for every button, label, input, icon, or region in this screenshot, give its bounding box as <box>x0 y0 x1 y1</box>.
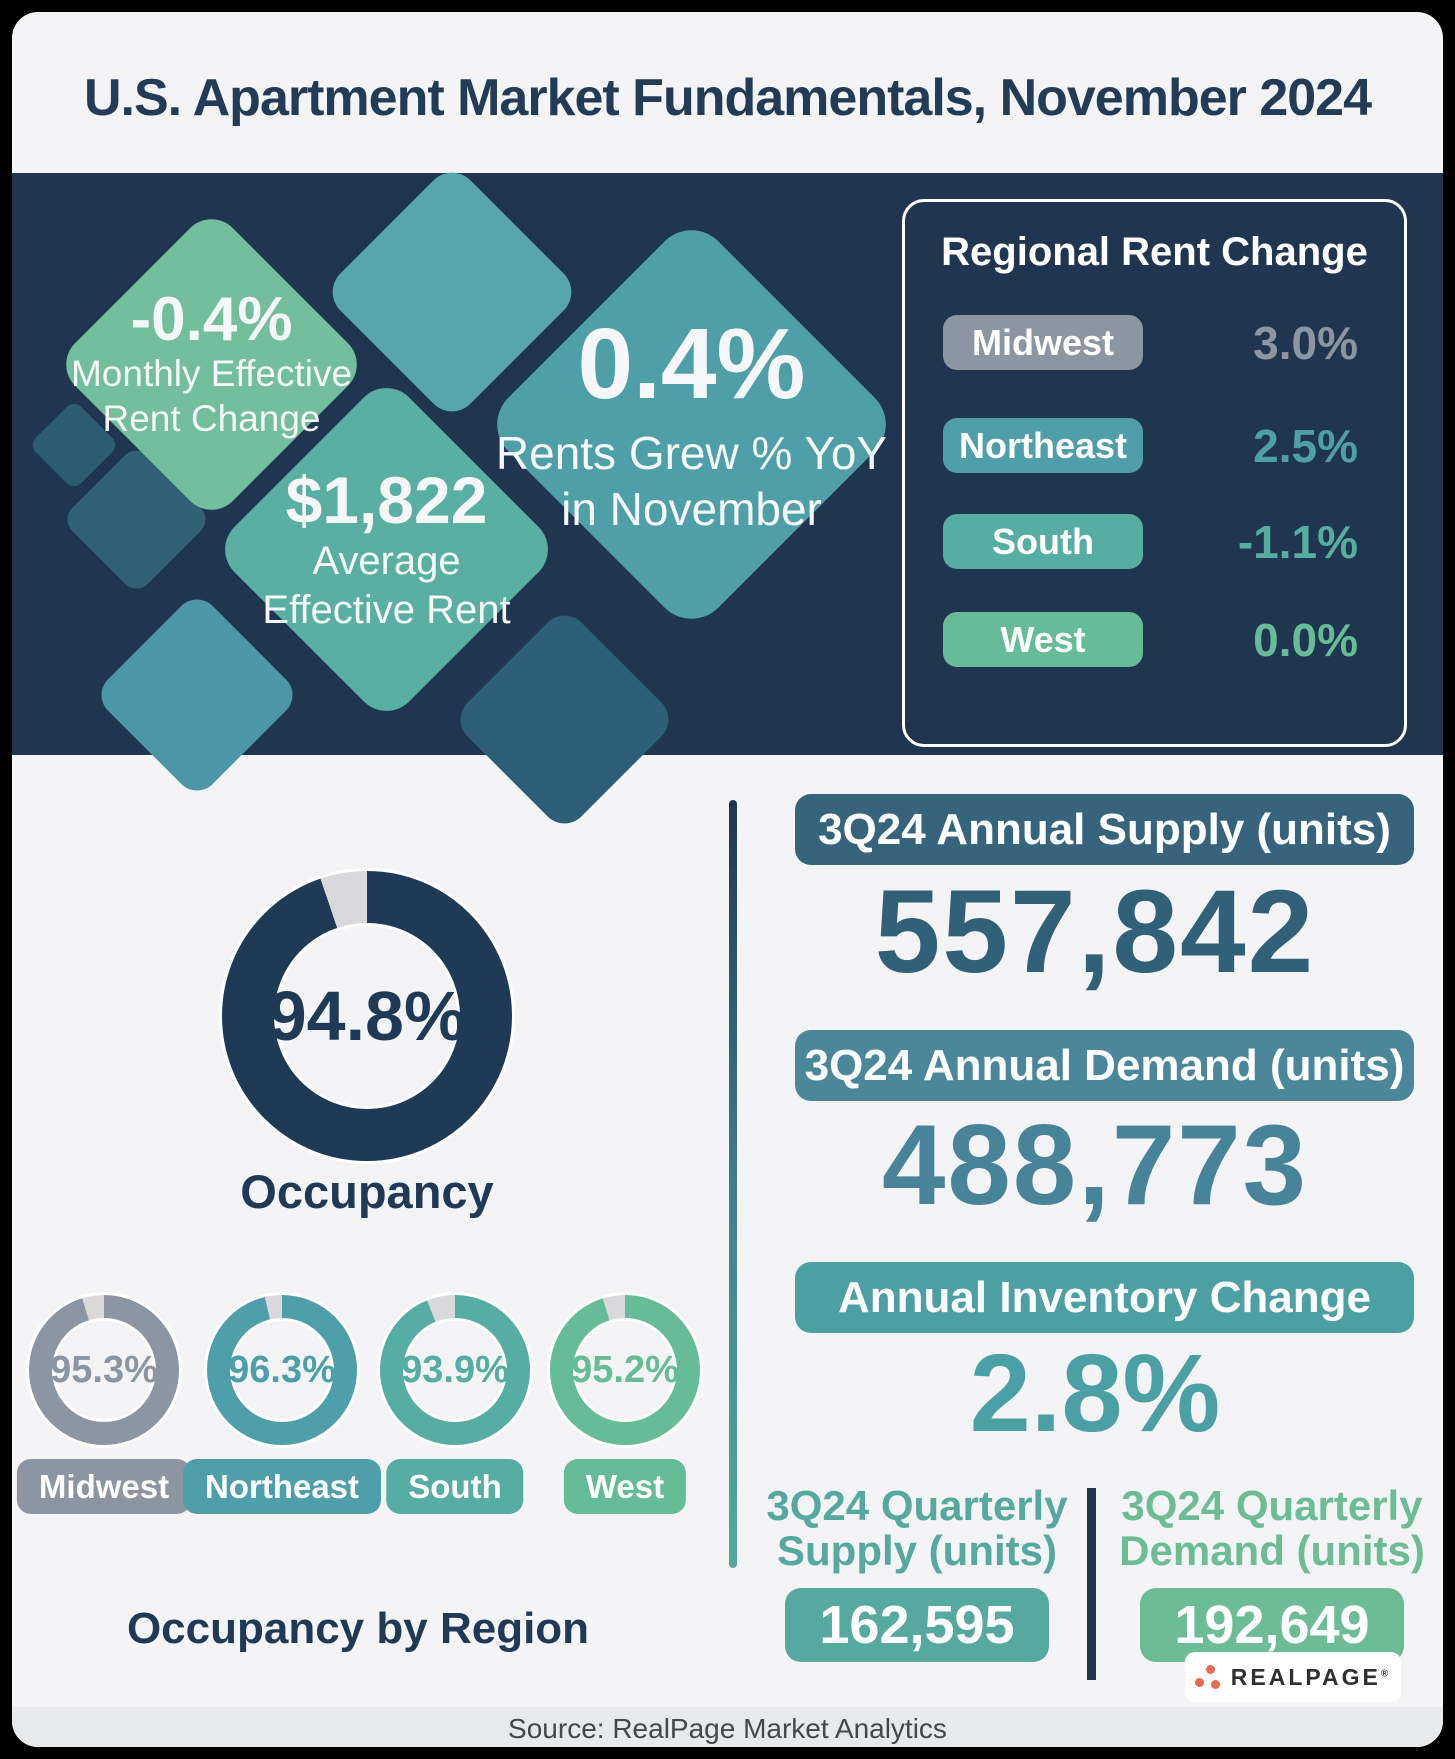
region-pill-northeast: Northeast <box>943 418 1143 473</box>
occupancy-pill-west: West <box>563 1459 687 1514</box>
region-value-south: -1.1% <box>1237 515 1358 568</box>
region-pill-midwest: Midwest <box>943 315 1143 370</box>
region-value-northeast: 2.5% <box>1253 419 1358 472</box>
occupancy-value-south: 93.9% <box>401 1348 509 1391</box>
monthly-rent-change-value: -0.4% <box>130 285 293 355</box>
annual-demand-header: 3Q24 Annual Demand (units) <box>795 1030 1414 1101</box>
realpage-logo-dots-icon <box>1194 1664 1223 1690</box>
regional-rent-row-northeast: Northeast 2.5% <box>905 418 1404 473</box>
average-rent-label-line2: Effective Rent <box>262 587 511 632</box>
quarterly-demand-block: 3Q24 Quarterly Demand (units) 192,649 <box>1107 1482 1437 1662</box>
regional-rent-row-west: West 0.0% <box>905 612 1404 667</box>
inventory-change-header: Annual Inventory Change <box>795 1262 1414 1333</box>
rent-stats-band: 0.4% Rents Grew % YoY in November -0.4% … <box>12 161 1443 834</box>
occupancy-donut-midwest: 95.3% <box>26 1292 182 1448</box>
quarterly-divider <box>1087 1488 1096 1680</box>
occupancy-value: 94.8% <box>267 977 467 1055</box>
quarterly-demand-label-line1: 3Q24 Quarterly <box>1121 1482 1423 1529</box>
average-rent-value: $1,822 <box>285 463 488 538</box>
header: U.S. Apartment Market Fundamentals, Nove… <box>12 12 1443 173</box>
source-text: Source: RealPage Market Analytics <box>508 1713 947 1744</box>
regional-rent-change-title: Regional Rent Change <box>941 230 1368 274</box>
annual-supply-value: 557,842 <box>874 866 1316 998</box>
region-pill-west: West <box>943 612 1143 667</box>
occupancy-by-region-title: Occupancy by Region <box>126 1604 590 1653</box>
occupancy-value-midwest: 95.3% <box>50 1348 158 1391</box>
occupancy-pill-midwest: Midwest <box>16 1459 192 1514</box>
source-band: Source: RealPage Market Analytics <box>12 1707 1443 1747</box>
occupancy-pill-northeast: Northeast <box>182 1459 382 1514</box>
occupancy-pill-south: South <box>386 1459 524 1514</box>
region-value-midwest: 3.0% <box>1253 316 1358 369</box>
quarterly-supply-label-line1: 3Q24 Quarterly <box>766 1482 1068 1529</box>
occupancy-donut-hole <box>274 923 460 1109</box>
regional-rent-change-panel: Regional Rent Change Midwest 3.0% Northe… <box>902 199 1407 747</box>
regional-rent-row-south: South -1.1% <box>905 514 1404 569</box>
regional-rent-row-midwest: Midwest 3.0% <box>905 315 1404 370</box>
quarterly-supply-block: 3Q24 Quarterly Supply (units) 162,595 <box>752 1482 1082 1662</box>
region-value-west: 0.0% <box>1253 613 1358 666</box>
average-rent-label-line1: Average <box>312 539 461 583</box>
column-divider <box>729 800 737 1568</box>
quarterly-demand-value: 192,649 <box>1140 1587 1404 1662</box>
annual-demand-value: 488,773 <box>881 1102 1309 1229</box>
occupancy-donut-west: 95.2% <box>547 1292 703 1448</box>
occupancy-value-west: 95.2% <box>571 1348 679 1391</box>
page-title: U.S. Apartment Market Fundamentals, Nove… <box>83 69 1372 127</box>
quarterly-supply-value: 162,595 <box>785 1587 1049 1662</box>
average-rent-diamond: $1,822 Average Effective Rent <box>211 374 562 725</box>
inventory-change-value: 2.8% <box>969 1332 1221 1455</box>
occupancy-value-northeast: 96.3% <box>228 1348 336 1391</box>
occupancy-label: Occupancy <box>240 1165 494 1218</box>
occupancy-donut-chart: 94.8% <box>219 868 515 1164</box>
occupancy-donut-northeast: 96.3% <box>204 1292 360 1448</box>
annual-supply-header: 3Q24 Annual Supply (units) <box>795 794 1414 865</box>
occupancy-donut-south: 93.9% <box>377 1292 533 1448</box>
region-pill-south: South <box>943 514 1143 569</box>
quarterly-demand-label-line2: Demand (units) <box>1119 1526 1425 1574</box>
yoy-rent-growth-value: 0.4% <box>577 307 806 420</box>
quarterly-supply-label-line2: Supply (units) <box>777 1526 1057 1574</box>
realpage-logo: REALPAGE® <box>1185 1652 1401 1702</box>
realpage-logo-text: REALPAGE® <box>1230 1663 1392 1690</box>
page: U.S. Apartment Market Fundamentals, Nove… <box>12 12 1443 1747</box>
